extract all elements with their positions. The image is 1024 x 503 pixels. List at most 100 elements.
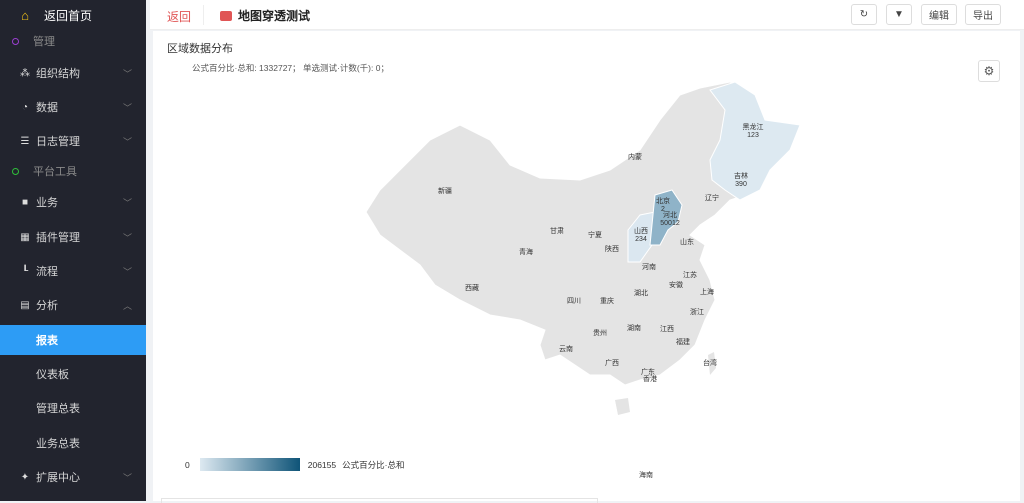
legend-gradient-bar[interactable]	[199, 458, 300, 471]
province-label: 上海	[700, 289, 714, 297]
province-name: 宁夏	[588, 232, 602, 239]
map-region-hebei[interactable]	[649, 189, 683, 246]
province-value: 234	[635, 236, 647, 243]
province-name: 河北	[663, 212, 677, 219]
sidebar-item-8[interactable]: ▤ 分析 ︿	[0, 290, 146, 320]
province-name: 广东	[641, 369, 655, 376]
sidebar-item-2[interactable]: ◔ 数据 ﹀	[0, 92, 146, 122]
chevron-up-icon: ︿	[122, 300, 132, 311]
sidebar-item-6[interactable]: ▦ 插件管理 ﹀	[0, 222, 146, 252]
map-region-hainan[interactable]	[615, 398, 630, 415]
sidebar-item-4: 平台工具	[0, 156, 146, 186]
province-value: 2	[661, 206, 665, 213]
map-region-taiwan[interactable]	[708, 352, 716, 375]
sidebar-item-3[interactable]: ☰ 日志管理 ﹀	[0, 126, 146, 156]
monitor-icon	[220, 10, 232, 21]
province-label: 四川	[567, 298, 581, 306]
sidebar-item-12[interactable]: 业务总表	[0, 428, 146, 458]
export-button[interactable]: 导出	[965, 4, 1001, 25]
grid-icon: ▦	[20, 231, 30, 243]
province-label: 甘肃	[550, 228, 564, 236]
province-label: 吉林 390	[734, 173, 748, 189]
sidebar-item-label: 扩展中心	[36, 472, 80, 484]
province-value: 123	[747, 132, 759, 139]
province-label: 湖北	[634, 290, 648, 298]
province-name: 青海	[519, 249, 533, 256]
province-name: 上海	[700, 289, 714, 296]
map-panel: 区域数据分布 公式百分比·总和: 1332727； 单选测试·计数(千): 0；…	[153, 31, 1020, 503]
province-label: 湖南	[627, 325, 641, 333]
legend-min: 0	[185, 459, 190, 470]
map-region-northeast[interactable]	[709, 81, 801, 201]
summary-text: 公式百分比·总和: 1332727； 单选测试·计数(千): 0；	[192, 63, 389, 73]
home-icon: ⌂	[21, 7, 29, 23]
edit-button[interactable]: 编辑	[921, 4, 957, 25]
province-label: 香港	[643, 376, 657, 384]
topbar: 返回 地图穿透测试 ↻ ▼ 编辑 导出	[150, 0, 1024, 30]
puzzle-icon: ✦	[20, 471, 30, 483]
sidebar-item-label: 业务总表	[36, 438, 80, 450]
province-label: 西藏	[465, 285, 479, 293]
province-name: 陕西	[605, 246, 619, 253]
page-title: 地图穿透测试	[220, 7, 310, 24]
sidebar-item-11[interactable]: 管理总表	[0, 393, 146, 423]
province-label: 重庆	[600, 298, 614, 306]
province-label: 广西	[605, 360, 619, 368]
filter-button[interactable]: ▼	[886, 4, 912, 25]
province-label: 海南	[639, 472, 653, 480]
province-label: 江苏	[683, 272, 697, 280]
province-label: 广东	[641, 369, 655, 377]
province-name: 内蒙	[628, 154, 642, 161]
visual-map-legend[interactable]: 0 206155 公式百分比·总和	[185, 458, 404, 471]
map-region-base[interactable]	[365, 81, 801, 386]
province-label: 陕西	[605, 246, 619, 254]
sidebar-item-13[interactable]: ✦ 扩展中心 ﹀	[0, 462, 146, 492]
circle-icon	[12, 37, 19, 45]
settings-button[interactable]: ⚙	[978, 60, 1000, 82]
province-label: 江西	[660, 326, 674, 334]
sidebar-item-label: 流程	[36, 266, 58, 278]
sitemap-icon: ⁂	[20, 67, 30, 79]
chevron-down-icon: ﹀	[122, 232, 132, 243]
sidebar-item-9[interactable]: 报表	[0, 325, 146, 355]
province-name: 西藏	[465, 285, 479, 292]
sidebar-item-1[interactable]: ⁂ 组织结构 ﹀	[0, 58, 146, 88]
sidebar-item-5[interactable]: ■ 业务 ﹀	[0, 187, 146, 217]
province-name: 贵州	[593, 330, 607, 337]
province-name: 湖北	[634, 290, 648, 297]
province-label: 贵州	[593, 330, 607, 338]
sidebar-item-10[interactable]: 仪表板	[0, 359, 146, 389]
sidebar-item-label: 平台工具	[33, 166, 77, 178]
refresh-button[interactable]: ↻	[851, 4, 877, 25]
sidebar-home[interactable]: ⌂ 返回首页	[0, 0, 146, 30]
chevron-down-icon: ﹀	[122, 472, 132, 483]
chevron-down-icon: ﹀	[122, 197, 132, 208]
page-title-text: 地图穿透测试	[238, 9, 311, 23]
province-label: 云南	[559, 346, 573, 354]
list-icon: ☰	[20, 135, 30, 147]
province-label: 辽宁	[705, 195, 719, 203]
province-label: 青海	[519, 249, 533, 257]
flow-icon: ┖	[21, 265, 29, 277]
province-name: 江西	[660, 326, 674, 333]
province-label: 宁夏	[588, 232, 602, 240]
section-title: 区域数据分布	[167, 43, 233, 55]
chart-icon: ▤	[20, 299, 30, 311]
province-name: 江苏	[683, 272, 697, 279]
province-name: 香港	[643, 376, 657, 383]
province-label: 安徽	[669, 282, 683, 290]
province-value: 390	[735, 181, 747, 188]
province-name: 河南	[642, 264, 656, 271]
province-label: 内蒙	[628, 154, 642, 162]
province-label: 黑龙江 123	[743, 124, 764, 140]
province-name: 黑龙江	[742, 124, 764, 131]
sidebar-item-7[interactable]: ┖ 流程 ﹀	[0, 256, 146, 286]
province-label: 福建	[676, 339, 690, 347]
china-map[interactable]	[153, 31, 1020, 501]
pie-chart-icon: ◔	[21, 101, 29, 113]
sidebar-item-label: 组织结构	[36, 68, 80, 80]
province-name: 甘肃	[550, 228, 564, 235]
province-name: 福建	[676, 339, 690, 346]
back-link[interactable]: 返回	[167, 10, 192, 24]
chevron-down-icon: ﹀	[122, 102, 132, 113]
